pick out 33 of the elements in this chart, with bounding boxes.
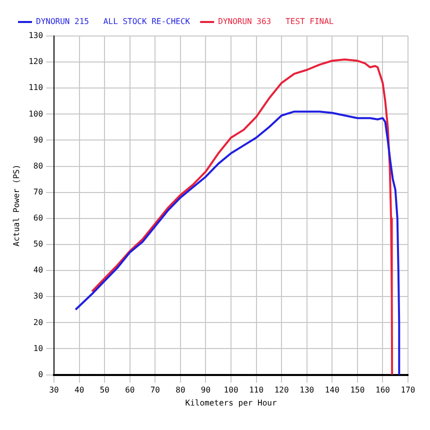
y-tick-label: 60	[33, 214, 44, 223]
x-tick-label: 60	[125, 386, 135, 395]
x-tick-label: 100	[224, 386, 238, 395]
legend-label: DYNORUN 363 TEST FINAL	[218, 17, 334, 26]
x-tick-label: 80	[176, 386, 186, 395]
x-axis-title: Kilometers per Hour	[185, 398, 277, 408]
y-tick-label: 130	[28, 31, 44, 40]
x-tick-label: 150	[350, 386, 365, 395]
legend-label: DYNORUN 215 ALL STOCK RE-CHECK	[36, 17, 190, 26]
y-tick-label: 100	[28, 109, 44, 118]
x-tick-label: 170	[400, 386, 416, 395]
y-tick-label: 40	[33, 266, 44, 275]
y-tick-label: 110	[28, 83, 44, 92]
x-tick-label: 90	[200, 386, 211, 395]
y-tick-label: 10	[33, 344, 44, 353]
y-tick-label: 70	[33, 187, 44, 196]
x-tick-label: 120	[274, 386, 289, 395]
x-tick-label: 40	[74, 386, 84, 395]
y-axis-title: Actual Power (PS)	[12, 164, 21, 246]
x-tick-label: 130	[300, 386, 314, 395]
x-tick-label: 50	[100, 386, 110, 395]
x-tick-label: 140	[324, 386, 340, 395]
y-tick-label: 80	[33, 161, 44, 170]
y-tick-label: 50	[33, 240, 44, 249]
x-tick-label: 70	[150, 386, 160, 395]
x-tick-label: 110	[249, 386, 264, 395]
y-tick-label: 20	[33, 318, 44, 327]
y-tick-label: 120	[28, 57, 44, 66]
y-tick-label: 90	[33, 135, 44, 144]
x-tick-label: 160	[375, 386, 390, 395]
y-tick-label: 30	[33, 292, 44, 301]
y-tick-label: 0	[38, 370, 44, 379]
x-tick-label: 30	[49, 386, 60, 395]
